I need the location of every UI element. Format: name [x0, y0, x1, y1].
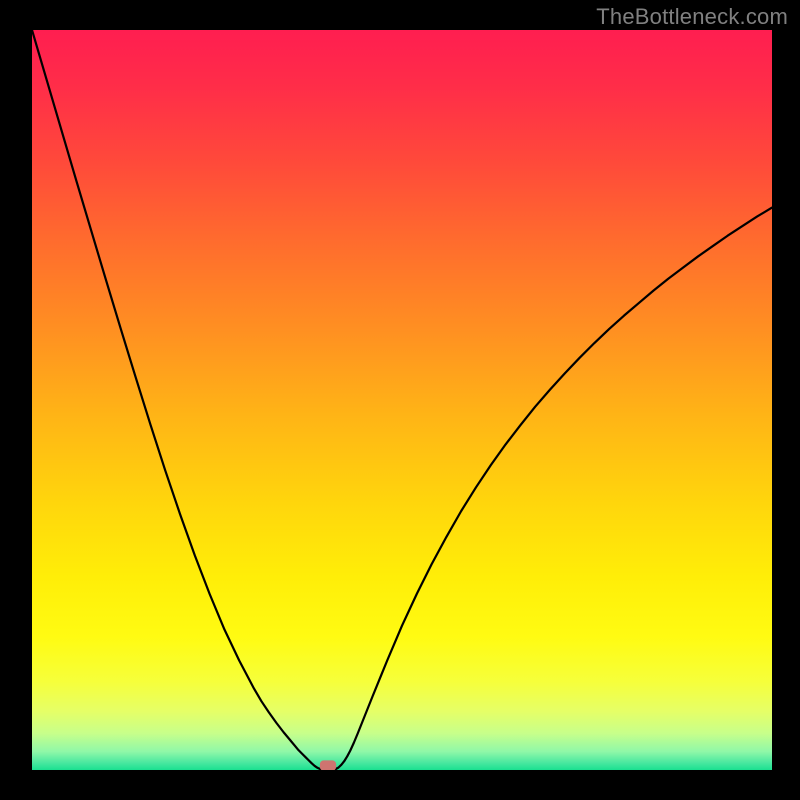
plot-area: [32, 30, 772, 770]
watermark-text: TheBottleneck.com: [596, 4, 788, 30]
chart-container: TheBottleneck.com: [0, 0, 800, 800]
minimum-marker: [320, 760, 336, 770]
plot-svg: [32, 30, 772, 770]
